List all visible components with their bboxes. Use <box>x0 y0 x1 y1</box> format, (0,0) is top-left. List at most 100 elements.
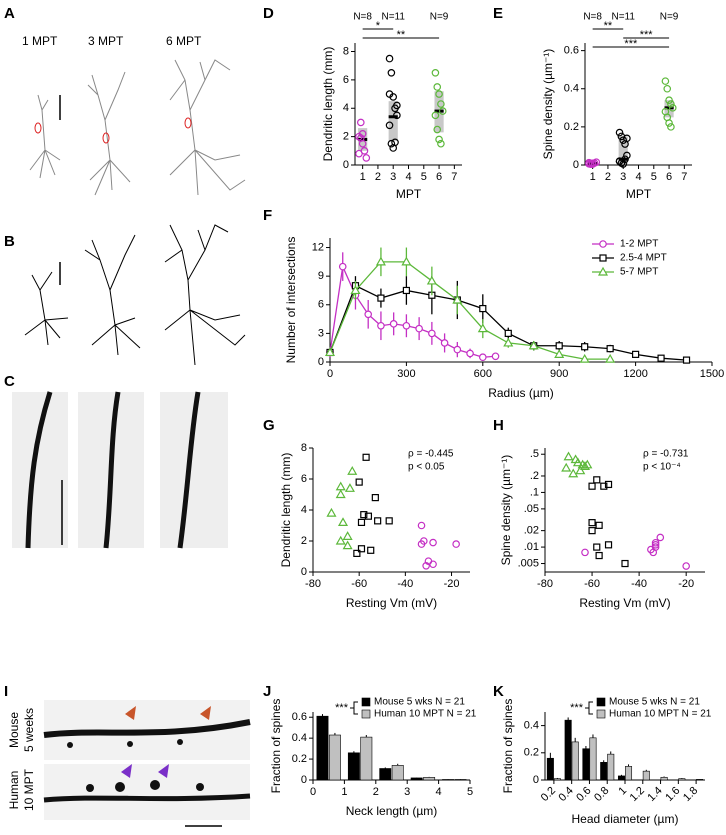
marker <box>401 256 412 266</box>
panel-letter: I <box>4 683 8 700</box>
marker <box>337 517 349 527</box>
row-label: Mouse <box>7 712 21 748</box>
marker <box>389 320 398 328</box>
y-axis-label: Fraction of spines <box>501 699 515 794</box>
marker <box>667 123 675 131</box>
significance-label: * <box>376 20 381 32</box>
bar <box>347 752 360 781</box>
marker <box>568 468 579 478</box>
y-axis-label: Number of intersections <box>284 237 298 364</box>
marker <box>350 285 361 295</box>
marker <box>362 453 370 461</box>
marker <box>651 541 660 549</box>
marker <box>435 135 443 144</box>
y-tick-label: 6 <box>301 473 307 485</box>
group-label: N=8 <box>353 12 372 23</box>
group-label: N=11 <box>611 12 635 23</box>
panel-letter: H <box>493 417 504 434</box>
x-tick-label: -80 <box>305 578 321 590</box>
marker <box>682 356 691 364</box>
y-tick-label: .01 <box>524 541 539 553</box>
bar <box>316 715 329 781</box>
bar <box>589 737 597 781</box>
x-tick-label: 600 <box>474 368 492 380</box>
marker <box>657 354 665 362</box>
group-label: N=11 <box>381 12 405 23</box>
marker <box>357 118 365 127</box>
marker <box>491 352 500 361</box>
y-tick-label: 0.2 <box>292 753 307 765</box>
x-tick-label: 300 <box>397 368 415 380</box>
panel-letter: J <box>263 683 271 700</box>
arrowhead <box>125 706 136 720</box>
y-tick-label: 0 <box>343 159 349 171</box>
x-tick-label: 4 <box>405 171 411 183</box>
marker <box>426 275 437 285</box>
x-axis-label: MPT <box>396 187 422 201</box>
legend-label: 5-7 MPT <box>620 267 658 278</box>
y-axis-label: Spine density (µm⁻¹) <box>541 49 555 160</box>
marker <box>433 125 442 134</box>
marker <box>393 101 401 110</box>
x-tick-label: 5 <box>651 171 657 183</box>
marker <box>360 511 368 519</box>
x-tick-label: 1 <box>590 171 596 183</box>
x-tick-label: -20 <box>678 578 694 590</box>
panel-letter: K <box>493 683 504 700</box>
marker <box>600 482 608 490</box>
panel-letter: B <box>4 233 15 250</box>
highlight <box>102 132 110 144</box>
bar <box>642 770 650 781</box>
x-tick-label: 2 <box>605 171 611 183</box>
micrograph <box>44 764 250 820</box>
y-tick-label: 6 <box>318 299 324 311</box>
y-tick-label: 12 <box>312 241 324 253</box>
group-label: N=8 <box>583 12 602 23</box>
marker <box>377 294 385 302</box>
bar <box>696 779 704 781</box>
marker <box>581 343 589 351</box>
marker <box>668 104 677 112</box>
arrowhead <box>200 706 211 720</box>
marker <box>358 139 367 148</box>
bar <box>660 776 668 781</box>
marker <box>355 149 363 158</box>
marker <box>362 154 371 162</box>
x-tick-label: 1200 <box>623 368 647 380</box>
y-tick-label: 0.6 <box>292 711 307 723</box>
y-tick-label: 0 <box>301 566 307 578</box>
bar <box>617 775 625 781</box>
marker <box>575 465 586 475</box>
marker <box>342 531 353 540</box>
x-tick-label: 5 <box>467 786 473 798</box>
marker <box>561 462 572 472</box>
x-tick-label: 0.2 <box>539 785 558 804</box>
marker <box>604 541 613 549</box>
marker <box>347 466 358 475</box>
x-tick-label: 5 <box>421 171 427 183</box>
y-tick-label: 8 <box>343 45 349 57</box>
x-tick-label: 3 <box>390 171 396 183</box>
marker <box>440 339 449 347</box>
marker <box>581 548 589 557</box>
marker <box>428 329 436 338</box>
x-tick-label: 3 <box>404 786 410 798</box>
marker <box>599 254 607 262</box>
panel-caption: 3 MPT <box>88 34 124 48</box>
x-tick-label: 7 <box>451 171 457 183</box>
bar <box>678 778 686 781</box>
panel-letter: G <box>263 417 275 434</box>
marker <box>342 540 353 550</box>
x-tick-label: 0.6 <box>574 785 593 804</box>
marker <box>357 518 366 527</box>
marker <box>453 345 462 354</box>
marker <box>479 304 487 313</box>
marker <box>452 540 460 548</box>
marker <box>335 489 346 499</box>
legend-note: *** <box>335 702 349 714</box>
y-tick-label: .1 <box>530 486 539 498</box>
panel-letter: F <box>263 207 272 224</box>
x-tick-label: 4 <box>635 171 641 183</box>
significance-label: ** <box>397 29 406 41</box>
